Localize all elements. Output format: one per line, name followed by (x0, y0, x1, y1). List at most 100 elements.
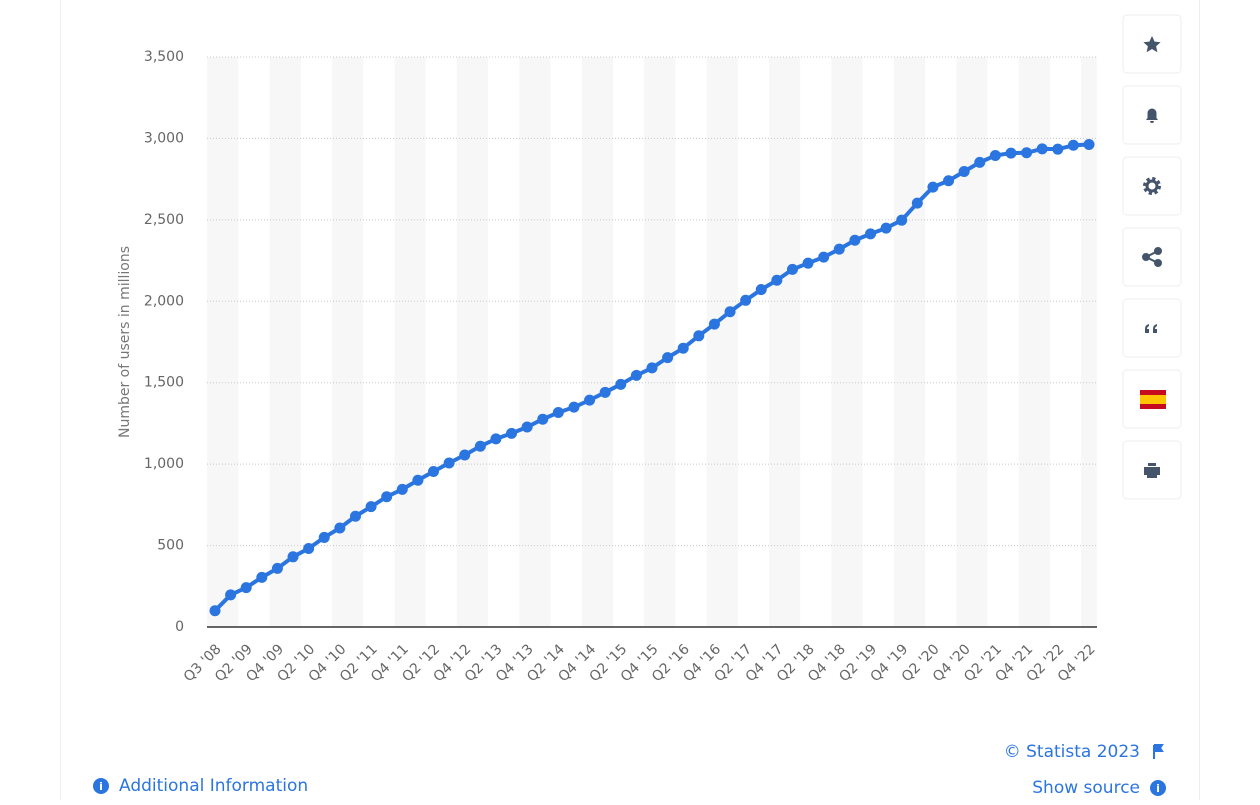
data-point (552, 407, 564, 419)
data-point (1036, 143, 1048, 155)
print-icon (1144, 463, 1160, 478)
data-point (490, 433, 502, 445)
band-stripe (581, 57, 613, 627)
data-point (646, 362, 658, 374)
info-icon-glyph: i (99, 780, 103, 793)
data-point (412, 474, 424, 486)
data-point (1067, 139, 1079, 151)
data-point (459, 449, 471, 461)
data-point (943, 175, 955, 187)
data-point (334, 522, 346, 534)
band-stripe (269, 57, 301, 627)
data-point (880, 222, 892, 234)
info-icon (1150, 780, 1166, 796)
band-stripe (207, 57, 239, 627)
data-point (1005, 147, 1017, 159)
band-stripe (893, 57, 926, 627)
data-point (662, 352, 674, 364)
data-point (256, 571, 268, 583)
data-point (911, 197, 923, 209)
data-point (865, 228, 876, 240)
data-point (802, 257, 814, 269)
gear-icon (1143, 177, 1161, 195)
show-source[interactable]: Show source (1032, 778, 1140, 798)
flag-icon (1140, 395, 1166, 404)
data-point (537, 413, 549, 425)
flag-icon (1153, 744, 1164, 759)
toolbar (1122, 14, 1182, 500)
data-point (849, 234, 861, 246)
band-stripe (1081, 57, 1097, 627)
band-stripe (519, 57, 551, 627)
y-tick-label: 500 (157, 538, 184, 554)
data-point (630, 369, 642, 381)
data-point (615, 378, 627, 390)
band-stripe (644, 57, 676, 627)
data-point (989, 150, 1001, 162)
data-point (786, 263, 798, 275)
data-point (708, 318, 720, 330)
data-point (693, 330, 705, 342)
band-stripe (332, 57, 364, 627)
quote-icon (1145, 324, 1157, 333)
y-tick-label: 3,500 (144, 49, 184, 65)
data-point (724, 306, 736, 318)
data-point (225, 589, 237, 601)
band-stripe (456, 57, 489, 627)
data-point (584, 394, 596, 406)
data-point (927, 181, 939, 193)
data-point (506, 427, 518, 439)
data-point (287, 551, 299, 563)
data-point (677, 342, 689, 354)
data-point (1021, 147, 1033, 159)
band-stripe (769, 57, 801, 627)
data-point (396, 483, 408, 495)
data-point (303, 543, 315, 555)
data-point (833, 243, 845, 255)
data-point (365, 501, 377, 513)
info-icon (93, 778, 109, 794)
band-stripe (706, 57, 738, 627)
copyright[interactable]: © Statista 2023 (1004, 742, 1140, 762)
data-point (271, 562, 283, 574)
data-point (1052, 143, 1064, 155)
share-button[interactable] (1122, 227, 1182, 287)
band-stripe (394, 57, 426, 627)
y-tick-label: 2,000 (144, 293, 184, 309)
data-point (958, 165, 970, 177)
data-point (318, 531, 330, 543)
star-icon (1143, 36, 1161, 53)
share-icon (1142, 247, 1162, 267)
y-tick-label: 2,500 (144, 212, 184, 228)
data-point (771, 274, 783, 286)
additional-information[interactable]: Additional Information (119, 776, 308, 796)
data-point (599, 386, 611, 398)
y-axis-label: Number of users in millions (117, 246, 133, 438)
y-tick-label: 1,000 (144, 456, 184, 472)
gear-icon (1145, 179, 1159, 193)
data-point (740, 294, 752, 306)
data-point (568, 401, 580, 413)
data-point (381, 491, 393, 503)
bell-icon (1146, 108, 1158, 123)
y-tick-label: 3,000 (144, 130, 184, 146)
band-stripe (831, 57, 863, 627)
info-icon-glyph: i (1156, 782, 1160, 795)
data-point (240, 582, 252, 594)
data-point (474, 440, 486, 452)
data-point (1083, 138, 1095, 150)
data-point (349, 510, 361, 522)
settings-button[interactable] (1122, 156, 1182, 216)
cite-button[interactable] (1122, 298, 1182, 358)
data-point (521, 421, 533, 433)
data-point (428, 465, 439, 477)
y-tick-label: 0 (175, 619, 184, 635)
data-point (209, 605, 221, 617)
data-point (443, 457, 455, 469)
data-point (818, 251, 830, 263)
band-stripe (956, 57, 988, 627)
data-point (755, 284, 767, 296)
y-tick-label: 1,500 (144, 375, 184, 391)
